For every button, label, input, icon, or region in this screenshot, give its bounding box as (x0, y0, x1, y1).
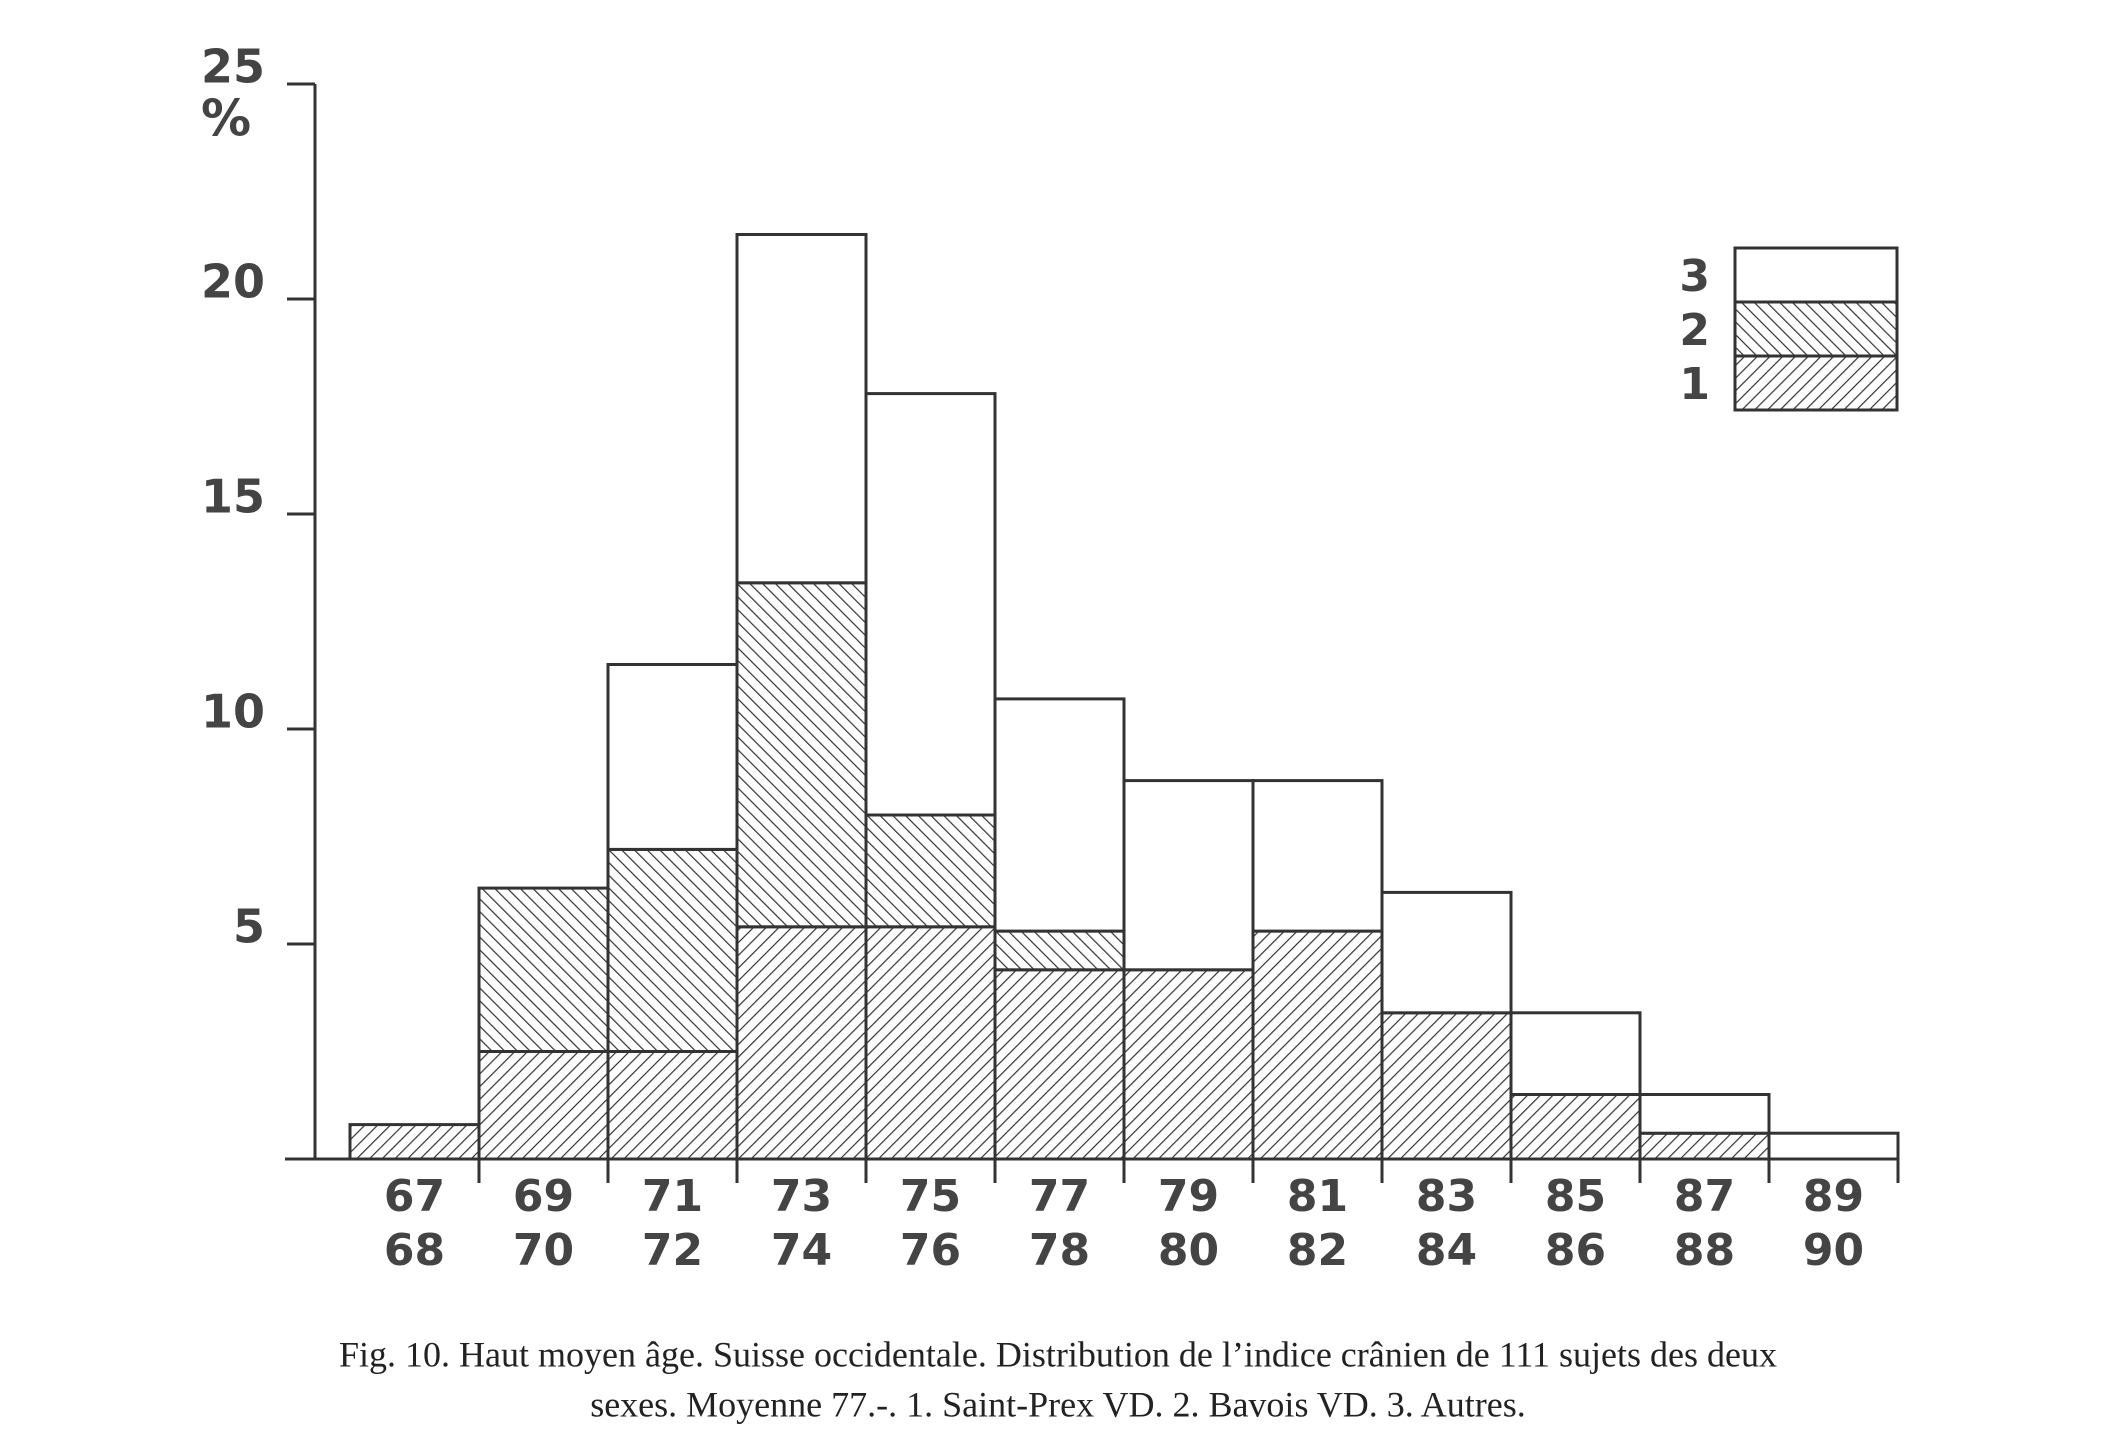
x-tick-label: 70 (513, 1225, 574, 1276)
legend-swatch (1733, 300, 1899, 358)
bar-segment (606, 847, 739, 1054)
caption-line: sexes. Moyenne 77.-. 1. Saint-Prex VD. 2… (590, 1384, 1526, 1424)
x-tick-label: 67 (384, 1171, 445, 1222)
bar-segment (1380, 890, 1513, 1015)
bar-segment (1767, 1131, 1900, 1161)
x-tick-label: 83 (1416, 1171, 1477, 1222)
x-tick-label: 73 (771, 1171, 832, 1222)
bar-segment (348, 1123, 481, 1161)
y-tick-label: 25 (201, 40, 265, 94)
bar-segment (1509, 1011, 1642, 1096)
bar-segment (1638, 1093, 1771, 1135)
caption-line: Fig. 10. Haut moyen âge. Suisse occident… (339, 1334, 1777, 1374)
x-tick-label: 71 (642, 1171, 703, 1222)
y-tick-label: 20 (201, 255, 265, 309)
x-tick-label: 72 (642, 1225, 703, 1276)
x-tick-label: 69 (513, 1171, 574, 1222)
bar-segment (864, 925, 997, 1161)
x-tick-label: 87 (1674, 1171, 1735, 1222)
x-tick-label: 84 (1416, 1225, 1477, 1276)
x-tick-label: 76 (900, 1225, 961, 1276)
x-tick-label: 86 (1545, 1225, 1606, 1276)
bar-segment (864, 813, 997, 929)
bar-segment (606, 1050, 739, 1161)
bar-segment (993, 968, 1126, 1161)
bar-segment (606, 663, 739, 851)
bar-segment (735, 925, 868, 1161)
x-tick-label: 79 (1158, 1171, 1219, 1222)
bar-segment (1251, 779, 1384, 933)
x-tick-label: 74 (771, 1225, 832, 1276)
bar-segment (735, 233, 868, 585)
x-tick-label: 78 (1029, 1225, 1090, 1276)
y-tick-label: 15 (201, 470, 265, 524)
x-tick-label: 90 (1803, 1225, 1864, 1276)
y-tick-label: 10 (201, 685, 265, 739)
bar-segment (1251, 929, 1384, 1161)
y-axis-label: % (201, 90, 251, 148)
legend-label: 3 (1679, 251, 1710, 302)
bar-segment (993, 697, 1126, 933)
x-tick-label: 81 (1287, 1171, 1348, 1222)
x-tick-label: 75 (900, 1171, 961, 1222)
legend-label: 2 (1679, 305, 1710, 356)
legend-swatch (1733, 354, 1899, 412)
bar-segment (1122, 779, 1255, 972)
bar-segment (993, 929, 1126, 972)
bar-segment (477, 1050, 610, 1161)
bar-segment (1638, 1131, 1771, 1161)
bar-segment (1122, 968, 1255, 1161)
legend-swatch (1733, 246, 1899, 304)
bar-segment (735, 581, 868, 929)
x-tick-label: 80 (1158, 1225, 1219, 1276)
x-tick-label: 88 (1674, 1225, 1735, 1276)
x-tick-label: 89 (1803, 1171, 1864, 1222)
legend-label: 1 (1679, 359, 1710, 410)
bar-segment (1509, 1093, 1642, 1161)
x-tick-label: 82 (1287, 1225, 1348, 1276)
bar-segment (1380, 1011, 1513, 1161)
x-tick-label: 68 (384, 1225, 445, 1276)
x-tick-label: 77 (1029, 1171, 1090, 1222)
x-tick-label: 85 (1545, 1171, 1606, 1222)
y-tick-label: 5 (233, 900, 265, 954)
bar-segment (477, 886, 610, 1053)
bar-segment (864, 392, 997, 817)
